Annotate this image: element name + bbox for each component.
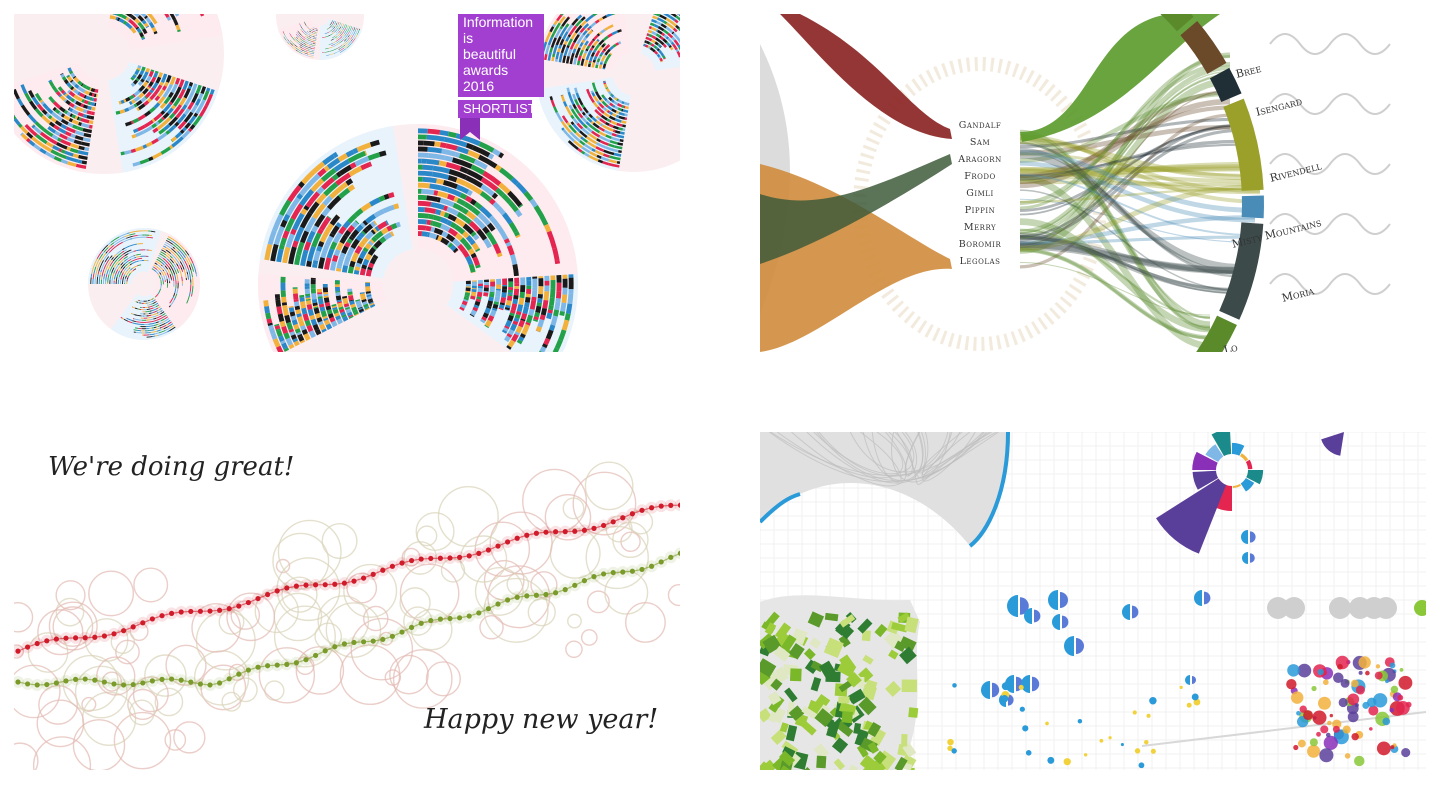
badge-shortlist: SHORTLIST bbox=[458, 100, 536, 118]
character-label: Boromir bbox=[958, 239, 1002, 250]
ribbon-icon bbox=[460, 118, 480, 140]
badge-line-2: beautiful bbox=[463, 46, 516, 62]
character-label: Frodo bbox=[964, 171, 996, 182]
dashboard-collage-graphic bbox=[760, 432, 1426, 770]
radial-charts-thumbnail[interactable]: Information is beautiful awards 2016 SHO… bbox=[14, 14, 680, 352]
character-label: Gimli bbox=[966, 188, 994, 199]
award-badge: Information is beautiful awards 2016 SHO… bbox=[458, 14, 544, 140]
new-year-chart-graphic bbox=[14, 461, 680, 770]
badge-line-3: awards 2016 bbox=[463, 62, 509, 94]
character-label: Pippin bbox=[964, 205, 996, 216]
character-label: Merry bbox=[963, 222, 997, 233]
character-label: Sam bbox=[969, 137, 991, 148]
chord-diagram-graphic bbox=[760, 14, 1391, 352]
new-year-chart-thumbnail[interactable]: We're doing great! Happy new year! bbox=[14, 432, 680, 770]
dashboard-collage-thumbnail[interactable] bbox=[760, 432, 1426, 770]
character-label: Aragorn bbox=[958, 154, 1002, 165]
footer-text: Happy new year! bbox=[424, 704, 659, 735]
radial-charts-graphic bbox=[14, 14, 680, 352]
character-label: Legolas bbox=[959, 256, 1001, 267]
chord-diagram-thumbnail[interactable]: Gandalf Sam Aragorn Frodo Gimli Pippin Merry Bo… bbox=[760, 14, 1426, 352]
location-label: Lo bbox=[1222, 340, 1240, 352]
headline-text: We're doing great! bbox=[48, 452, 295, 482]
badge-line-1: Information is bbox=[463, 14, 534, 46]
character-label: Gandalf bbox=[958, 120, 1002, 131]
